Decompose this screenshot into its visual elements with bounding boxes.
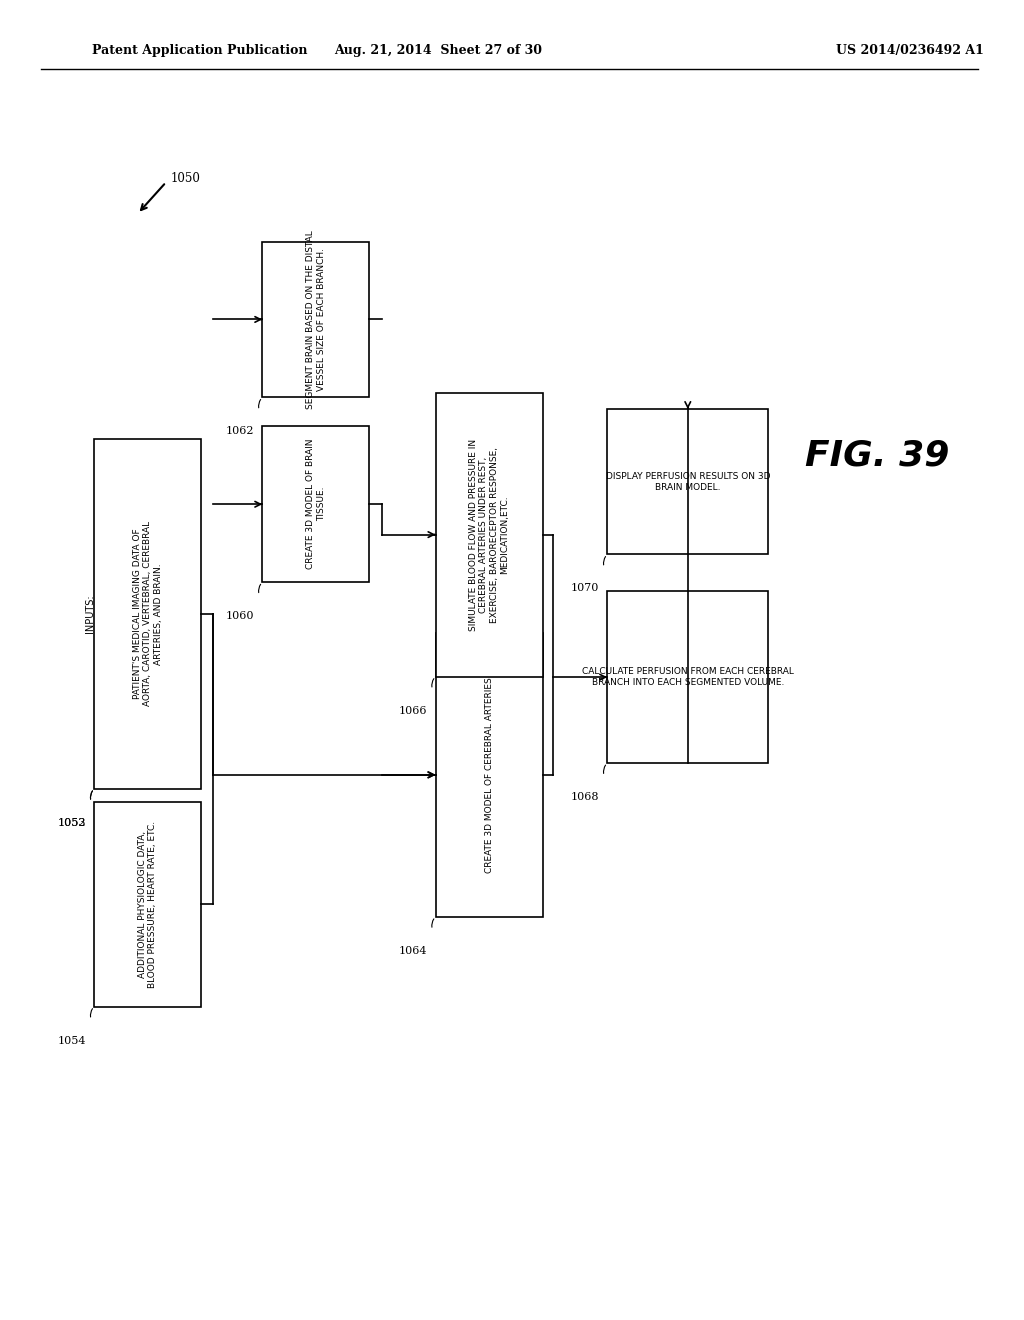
- Text: CREATE 3D MODEL OF BRAIN
TISSUE.: CREATE 3D MODEL OF BRAIN TISSUE.: [306, 440, 326, 569]
- Text: SIMULATE BLOOD FLOW AND PRESSURE IN
CEREBRAL ARTERIES UNDER REST,
EXERCISE, BARO: SIMULATE BLOOD FLOW AND PRESSURE IN CERE…: [469, 438, 509, 631]
- Text: 1064: 1064: [399, 945, 427, 956]
- Text: CREATE 3D MODEL OF CEREBRAL ARTERIES: CREATE 3D MODEL OF CEREBRAL ARTERIES: [484, 677, 494, 873]
- FancyBboxPatch shape: [435, 393, 543, 676]
- FancyBboxPatch shape: [262, 242, 370, 397]
- Text: 1050: 1050: [170, 172, 200, 185]
- Text: PATIENT'S MEDICAL IMAGING DATA OF
AORTA, CAROTID, VERTEBRAL, CEREBRAL
ARTERIES, : PATIENT'S MEDICAL IMAGING DATA OF AORTA,…: [133, 521, 163, 706]
- Text: INPUTS:: INPUTS:: [85, 594, 94, 634]
- Text: ADDITIONAL PHYSIOLOGIC DATA,
BLOOD PRESSURE, HEART RATE, ETC.: ADDITIONAL PHYSIOLOGIC DATA, BLOOD PRESS…: [138, 821, 158, 987]
- Text: 1062: 1062: [225, 426, 254, 437]
- Text: 1070: 1070: [570, 583, 599, 594]
- Text: US 2014/0236492 A1: US 2014/0236492 A1: [836, 44, 983, 57]
- Text: Aug. 21, 2014  Sheet 27 of 30: Aug. 21, 2014 Sheet 27 of 30: [334, 44, 542, 57]
- Text: 1060: 1060: [225, 611, 254, 622]
- Text: SEGMENT BRAIN BASED ON THE DISTAL
VESSEL SIZE OF EACH BRANCH.: SEGMENT BRAIN BASED ON THE DISTAL VESSEL…: [306, 230, 326, 409]
- Text: 1052: 1052: [57, 817, 86, 828]
- FancyBboxPatch shape: [607, 591, 768, 763]
- Text: Patent Application Publication: Patent Application Publication: [92, 44, 307, 57]
- Text: 1053: 1053: [57, 817, 86, 828]
- FancyBboxPatch shape: [262, 426, 370, 582]
- FancyBboxPatch shape: [607, 409, 768, 554]
- FancyBboxPatch shape: [94, 438, 202, 788]
- Text: 1068: 1068: [570, 792, 599, 803]
- FancyBboxPatch shape: [435, 634, 543, 916]
- Text: DISPLAY PERFUSION RESULTS ON 3D
BRAIN MODEL.: DISPLAY PERFUSION RESULTS ON 3D BRAIN MO…: [605, 473, 770, 491]
- Text: CALCULATE PERFUSION FROM EACH CEREBRAL
BRANCH INTO EACH SEGMENTED VOLUME.: CALCULATE PERFUSION FROM EACH CEREBRAL B…: [582, 668, 794, 686]
- Text: 1066: 1066: [399, 706, 427, 715]
- Text: 1054: 1054: [57, 1035, 86, 1045]
- FancyBboxPatch shape: [94, 803, 202, 1006]
- Text: FIG. 39: FIG. 39: [805, 438, 949, 473]
